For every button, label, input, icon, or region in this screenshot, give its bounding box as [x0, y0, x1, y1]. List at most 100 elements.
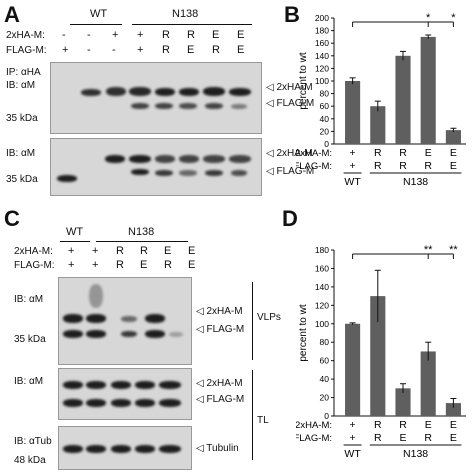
- marker-label-c1: 35 kDa: [14, 334, 46, 345]
- y-tick-label: 80: [320, 337, 330, 347]
- y-tick-label: 120: [315, 300, 329, 310]
- y-tick-label: 80: [320, 89, 330, 99]
- bar: [395, 55, 411, 144]
- band-label-c2-flag: ◁ FLAG-M: [196, 394, 245, 405]
- blot-c1: [58, 277, 192, 365]
- a-ha-lane-7: E: [212, 29, 220, 41]
- group-line-wt-c: [60, 241, 90, 242]
- category-ha-label: R: [399, 419, 407, 431]
- blot-label-ip: IP: αHA: [6, 67, 41, 78]
- a-flag-lane-1: +: [62, 44, 69, 56]
- y-tick-label: 100: [315, 76, 329, 86]
- bar: [445, 130, 461, 144]
- group-label-wt-c: WT: [66, 226, 84, 238]
- category-flag-label: E: [399, 432, 406, 444]
- a-ha-lane-8: E: [237, 29, 245, 41]
- a-flag-lane-5: R: [162, 44, 170, 56]
- y-tick-label: 40: [320, 114, 330, 124]
- y-axis-label: percent to wt: [298, 304, 309, 361]
- y-tick-label: 20: [320, 126, 330, 136]
- category-ha-label: E: [425, 419, 432, 431]
- bar: [370, 296, 386, 416]
- band-label-c1-flag: ◁ FLAG-M: [196, 324, 245, 335]
- c-ha-lane-1: +: [68, 245, 75, 257]
- blot-label-ib: IB: αM: [6, 80, 36, 91]
- y-tick-label: 180: [315, 245, 329, 255]
- category-flag-label: +: [350, 160, 356, 172]
- a-ha-lane-5: R: [162, 29, 170, 41]
- sig-marker-1: **: [424, 244, 433, 256]
- y-tick-label: 140: [315, 282, 329, 292]
- group-label-n138: N138: [172, 8, 199, 20]
- category-flag-label: E: [450, 160, 457, 172]
- y-tick-label: 140: [315, 51, 329, 61]
- category-flag-label: R: [424, 432, 432, 444]
- sig-marker-1: *: [426, 12, 431, 24]
- panel-letter-d: D: [282, 206, 298, 231]
- band-label-c1-ha: ◁ 2xHA-M: [196, 306, 243, 317]
- group-line-n138-c: [96, 241, 188, 242]
- category-ha-label: +: [350, 147, 356, 159]
- a-flag-lane-3: -: [112, 44, 116, 56]
- band-label-c2-ha: ◁ 2xHA-M: [196, 378, 243, 389]
- y-tick-label: 0: [324, 411, 329, 421]
- category-flag-label: R: [374, 432, 382, 444]
- tl-bracket: [252, 370, 253, 460]
- c-flag-lane-3: R: [116, 259, 124, 271]
- band-label-tubulin: ◁ Tubulin: [196, 443, 239, 454]
- a-ha-lane-4: +: [137, 29, 144, 41]
- blot-c3: [58, 426, 192, 470]
- fraction-tl: TL: [257, 415, 269, 426]
- bar: [445, 403, 461, 416]
- marker-label-c3: 48 kDa: [14, 455, 46, 466]
- category-flag-label: R: [399, 160, 407, 172]
- category-ha-label: R: [399, 147, 407, 159]
- blot-label-c3: IB: αTub: [14, 436, 52, 447]
- y-tick-label: 100: [315, 319, 329, 329]
- blot-label-c2: IB: αM: [14, 376, 44, 387]
- bar: [420, 351, 436, 416]
- a-ha-lane-6: R: [187, 29, 195, 41]
- y-tick-label: 60: [320, 356, 330, 366]
- group-label-wt: WT: [344, 448, 361, 460]
- band-label-a1-flag: ◁ FLAG-M: [266, 98, 315, 109]
- y-tick-label: 0: [324, 139, 329, 149]
- a-flag-lane-6: E: [187, 44, 195, 56]
- sig-marker-2: **: [449, 244, 458, 256]
- row-label-ha: 2xHA-M:: [296, 148, 332, 159]
- group-line-wt: [70, 24, 122, 25]
- c-flag-lane-5: R: [164, 259, 172, 271]
- a-ha-lane-2: -: [87, 29, 91, 41]
- row-label-flag: FLAG-M:: [296, 161, 332, 172]
- marker-label-2: 35 kDa: [6, 174, 38, 185]
- group-line-n138: [132, 24, 252, 25]
- sig-marker-2: *: [451, 12, 456, 24]
- panel-letter-b: B: [284, 2, 300, 27]
- category-ha-label: E: [425, 147, 432, 159]
- chart-b: 0 20 40 60 80 100 120 140 160 180 200 percent to wt…: [296, 12, 466, 188]
- c-ha-lane-2: +: [92, 245, 99, 257]
- c-ha-lane-6: E: [188, 245, 196, 257]
- blot-label-ib2: IB: αM: [6, 148, 36, 159]
- c-flag-lane-6: E: [188, 259, 196, 271]
- c-flag-lane-4: E: [140, 259, 148, 271]
- category-flag-label: R: [374, 160, 382, 172]
- category-flag-label: +: [350, 432, 356, 444]
- c-flag-lane-2: +: [92, 259, 99, 271]
- chart-d: 0 20 40 60 80 100 120 140 160 180 percent to wt ** *…: [296, 244, 466, 460]
- y-axis-label: percent to wt: [298, 52, 309, 109]
- y-tick-label: 160: [315, 38, 329, 48]
- bar: [420, 36, 436, 144]
- c-flag-lane-1: +: [68, 259, 75, 271]
- y-tick-label: 40: [320, 374, 330, 384]
- blot-label-c1: IB: αM: [14, 294, 44, 305]
- y-tick-label: 60: [320, 101, 330, 111]
- row-label-flag: FLAG-M:: [6, 45, 47, 56]
- band-label-a1-ha: ◁ 2xHA-M: [266, 82, 313, 93]
- row-label-ha-c: 2xHA-M:: [14, 246, 53, 257]
- marker-label: 35 kDa: [6, 113, 38, 124]
- fraction-vlps: VLPs: [257, 312, 281, 323]
- row-label-ha: 2xHA-M:: [6, 30, 45, 41]
- y-tick-label: 20: [320, 393, 330, 403]
- bar: [345, 323, 361, 416]
